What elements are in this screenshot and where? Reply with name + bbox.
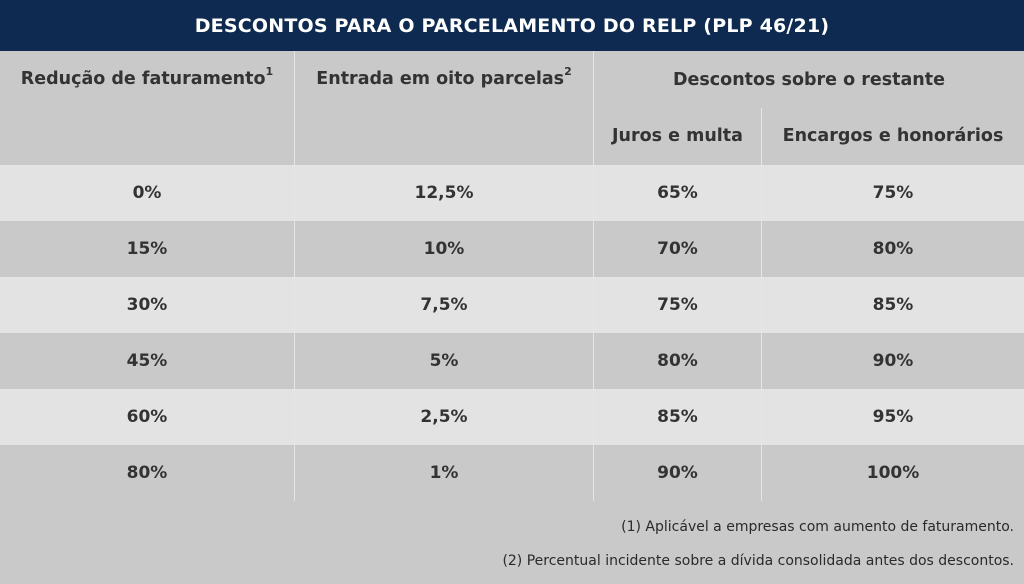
cell-entrada: 5% bbox=[429, 351, 459, 371]
table-row: 60% 2,5% 85% 95% bbox=[0, 389, 1024, 445]
header-reducao-footnote: 1 bbox=[265, 65, 274, 78]
table-row: 15% 10% 70% 80% bbox=[0, 221, 1024, 277]
cell-entrada: 12,5% bbox=[414, 183, 474, 203]
header-descontos: Descontos sobre o restante bbox=[672, 70, 946, 90]
cell-reducao: 80% bbox=[126, 463, 168, 483]
cell-encargos: 80% bbox=[872, 239, 914, 259]
table-row: 0% 12,5% 65% 75% bbox=[0, 165, 1024, 221]
table-title: DESCONTOS PARA O PARCELAMENTO DO RELP (P… bbox=[0, 0, 1024, 51]
cell-entrada: 10% bbox=[423, 239, 465, 259]
cell-entrada: 7,5% bbox=[420, 295, 468, 315]
cell-encargos: 90% bbox=[872, 351, 914, 371]
header-reducao-label: Redução de faturamento bbox=[20, 68, 266, 89]
header-reducao: Redução de faturamento1 bbox=[0, 65, 294, 89]
cell-juros: 65% bbox=[657, 183, 698, 203]
header-entrada-footnote: 2 bbox=[564, 65, 572, 78]
column-divider bbox=[761, 108, 762, 501]
cell-juros: 80% bbox=[657, 351, 698, 371]
cell-entrada: 2,5% bbox=[420, 407, 468, 427]
cell-encargos: 100% bbox=[866, 463, 920, 483]
column-divider bbox=[593, 51, 594, 501]
cell-encargos: 75% bbox=[872, 183, 914, 203]
footnote-2: (2) Percentual incidente sobre a dívida … bbox=[502, 553, 1014, 569]
cell-juros: 75% bbox=[657, 295, 698, 315]
cell-entrada: 1% bbox=[429, 463, 459, 483]
column-divider bbox=[294, 51, 295, 501]
header-entrada-label: Entrada em oito parcelas bbox=[316, 68, 565, 89]
header-juros: Juros e multa bbox=[612, 126, 743, 146]
cell-reducao: 60% bbox=[126, 407, 168, 427]
cell-juros: 85% bbox=[657, 407, 698, 427]
cell-reducao: 30% bbox=[126, 295, 168, 315]
cell-reducao: 45% bbox=[126, 351, 168, 371]
header-encargos: Encargos e honorários bbox=[782, 126, 1004, 146]
footnote-1: (1) Aplicável a empresas com aumento de … bbox=[621, 519, 1014, 535]
cell-reducao: 15% bbox=[126, 239, 168, 259]
table-row: 80% 1% 90% 100% bbox=[0, 445, 1024, 501]
cell-juros: 90% bbox=[657, 463, 698, 483]
cell-reducao: 0% bbox=[132, 183, 162, 203]
cell-encargos: 85% bbox=[872, 295, 914, 315]
table-row: 30% 7,5% 75% 85% bbox=[0, 277, 1024, 333]
cell-encargos: 95% bbox=[872, 407, 914, 427]
header-entrada: Entrada em oito parcelas2 bbox=[295, 65, 593, 89]
cell-juros: 70% bbox=[657, 239, 698, 259]
table-row: 45% 5% 80% 90% bbox=[0, 333, 1024, 389]
